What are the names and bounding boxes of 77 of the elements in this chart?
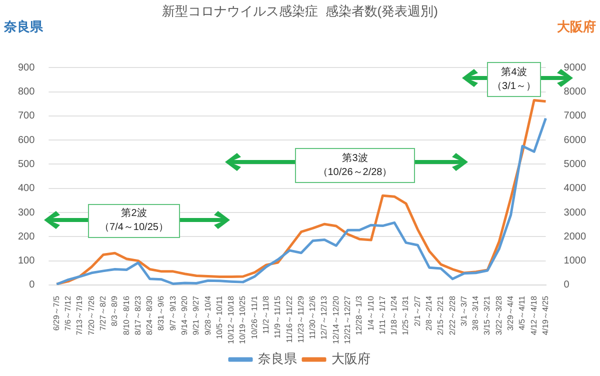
x-tick-label: 4/5～4/11 xyxy=(518,295,527,330)
y-tick-label: 700 xyxy=(18,110,36,122)
y-tick-label: 800 xyxy=(18,86,36,98)
x-tick-label: 2/8～2/14 xyxy=(424,295,434,331)
y-tick-label: 0 xyxy=(29,280,36,291)
y2-tick-label: 0 xyxy=(564,280,570,291)
y-tick-label: 600 xyxy=(18,134,36,146)
label-frame: 第3波 （10/26～2/28） xyxy=(295,148,415,183)
x-tick-label: 6/29～7/5 xyxy=(52,295,61,331)
x-tick-label: 11/23～11/29 xyxy=(296,295,306,343)
x-tick-label: 9/7～9/13 xyxy=(168,295,178,331)
x-tick-label: 8/24～8/30 xyxy=(145,295,154,336)
chart-title: 新型コロナウイルス感染症 感染者数(発表週別) xyxy=(162,3,438,18)
y-tick-label: 500 xyxy=(18,158,36,170)
x-tick-label: 10/26～11/1 xyxy=(250,295,259,339)
x-tick-label: 7/20～7/26 xyxy=(86,295,96,336)
x-tick-label: 2/22～2/28 xyxy=(448,295,457,336)
y2-tick-label: 8000 xyxy=(564,86,586,98)
annotation: （10/26～2/28） xyxy=(318,166,392,180)
y-axis-title: 奈良県 xyxy=(4,18,43,36)
x-tick-label: 8/10～8/16 xyxy=(122,295,131,336)
x-tick-label: 4/12～4/18 xyxy=(529,295,538,336)
x-tick-label: 11/30～12/6 xyxy=(308,295,318,339)
x-tick-label: 3/1～3/7 xyxy=(459,295,468,326)
y2-tick-label: 3000 xyxy=(564,207,586,218)
y-tick-label: 400 xyxy=(18,183,36,194)
y-tick-label: 200 xyxy=(18,231,36,242)
legend-label: 大阪府 xyxy=(332,351,370,366)
x-tick-label: 7/6～7/12 xyxy=(64,295,73,331)
x-tick-label: 4/19～4/25 xyxy=(540,295,550,336)
x-tick-label: 2/1～2/7 xyxy=(412,295,422,326)
x-tick-label: 9/28～10/4 xyxy=(203,295,212,336)
x-tick-label: 8/31～9/6 xyxy=(156,295,166,331)
y-tick-label: 900 xyxy=(18,62,36,74)
y2-tick-label: 7000 xyxy=(564,110,586,122)
annotation: （7/4～10/25） xyxy=(100,221,168,235)
x-tick-label: 10/5～10/11 xyxy=(214,295,224,339)
y-tick-label: 300 xyxy=(18,207,36,218)
x-tick-label: 7/13～7/19 xyxy=(75,295,84,336)
x-tick-label: 1/4～1/10 xyxy=(366,295,376,331)
x-tick-label: 1/11～1/17 xyxy=(378,295,387,335)
x-tick-label: 1/18～1/24 xyxy=(390,295,399,336)
y2-tick-label: 9000 xyxy=(564,62,586,74)
x-tick-label: 12/7～12/13 xyxy=(320,295,329,340)
x-tick-label: 12/28～1/3 xyxy=(354,295,364,336)
x-tick-label: 11/16～11/22 xyxy=(284,295,294,343)
label-frame: 第2波 （7/4～10/25） xyxy=(88,204,180,238)
x-tick-label: 11/2～11/8 xyxy=(261,295,270,334)
x-tick-label: 10/12～10/18 xyxy=(226,295,236,344)
annotation: 第3波 xyxy=(342,152,368,166)
x-tick-label: 3/29～4/4 xyxy=(506,295,516,331)
y2-axis-title: 大阪府 xyxy=(557,18,596,36)
annotation: （3/1～） xyxy=(492,80,536,94)
y2-tick-label: 5000 xyxy=(564,158,586,170)
x-tick-label: 10/19～10/25 xyxy=(238,295,248,344)
label-frame: 第4波 （3/1～） xyxy=(487,62,541,97)
y2-tick-label: 6000 xyxy=(564,134,586,146)
y2-tick-label: 4000 xyxy=(564,183,586,194)
x-tick-label: 2/15～2/21 xyxy=(436,295,446,336)
x-tick-label: 12/14～12/20 xyxy=(331,295,340,344)
annotation: 第4波 xyxy=(501,66,527,80)
legend-label: 奈良県 xyxy=(258,351,297,366)
x-tick-label: 1/25～1/31 xyxy=(401,295,410,336)
x-tick-label: 3/8～3/14 xyxy=(471,295,480,331)
x-tick-label: 12/21～12/27 xyxy=(343,295,352,344)
x-tick-label: 8/3～8/9 xyxy=(110,295,120,326)
y-tick-label: 100 xyxy=(18,256,36,267)
y2-tick-label: 2000 xyxy=(564,231,586,242)
y2-tick-label: 1000 xyxy=(564,256,586,267)
x-tick-label: 11/9～11/15 xyxy=(273,295,282,338)
x-tick-label: 7/27～8/2 xyxy=(98,295,108,331)
x-tick-label: 3/22～3/28 xyxy=(494,295,504,336)
x-tick-label: 8/17～8/23 xyxy=(133,295,142,336)
x-tick-label: 3/15～3/21 xyxy=(482,295,492,336)
annotation: 第2波 xyxy=(121,207,147,221)
x-tick-label: 9/21～9/27 xyxy=(192,295,201,336)
x-tick-label: 9/14～9/20 xyxy=(180,295,189,336)
